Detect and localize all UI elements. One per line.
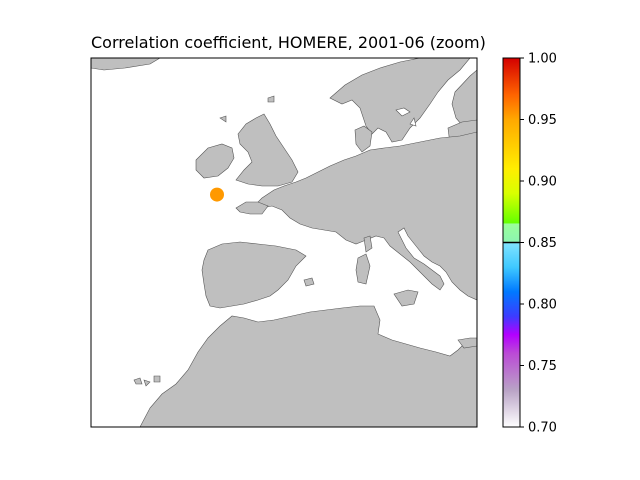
map-panel [90, 57, 478, 428]
colorbar-tick-label: 0.75 [528, 359, 557, 374]
map-frame [90, 57, 478, 428]
colorbar-tick-label: 0.70 [528, 421, 557, 436]
land-ireland [195, 143, 235, 179]
colorbar-tick-label: 0.95 [528, 113, 557, 128]
station-marker [210, 187, 224, 202]
land-sicily [393, 289, 419, 307]
colorbar-ticks: 0.70 0.75 0.80 0.85 0.90 0.95 1.00 [520, 52, 557, 436]
map-title: Correlation coefficient, HOMERE, 2001-06… [91, 33, 486, 52]
colorbar-tick-label: 0.90 [528, 175, 557, 190]
colorbar-tick-label: 0.85 [528, 236, 557, 251]
land-north-islands [219, 95, 275, 123]
colorbar-tick-label: 0.80 [528, 298, 557, 313]
land-north-strip [91, 58, 161, 71]
land-denmark [354, 125, 373, 153]
land-sardinia [355, 253, 371, 285]
land-corsica [363, 235, 373, 253]
land-iberia [201, 241, 307, 309]
lake-vattern [409, 117, 417, 127]
colorbar-tick-label: 1.00 [528, 52, 557, 67]
land-continental-europe [249, 131, 477, 301]
land-crete [457, 337, 477, 349]
land-canary-islands [133, 375, 161, 387]
land-balearics [303, 277, 315, 287]
land-great-britain [235, 113, 299, 187]
land-brittany [235, 201, 269, 215]
land-scandinavia [329, 58, 471, 143]
land-north-africa [139, 305, 477, 427]
lake-vanern [395, 107, 411, 117]
marker-layer [210, 187, 224, 202]
colorbar: 0.70 0.75 0.80 0.85 0.90 0.95 1.00 [502, 52, 557, 436]
